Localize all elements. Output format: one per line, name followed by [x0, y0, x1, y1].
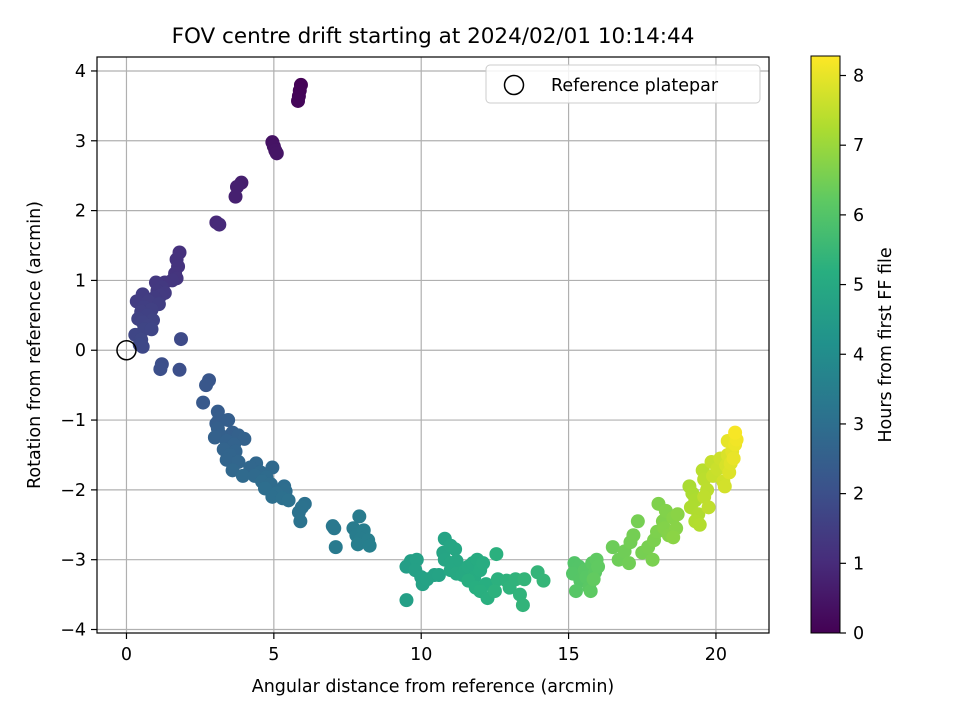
scatter-point: [517, 572, 532, 587]
scatter-point: [196, 395, 211, 410]
scatter-point: [174, 332, 188, 347]
scatter-point: [536, 573, 551, 588]
scatter-point: [399, 593, 414, 608]
scatter-point: [327, 521, 342, 536]
scatter-point: [409, 552, 424, 567]
scatter-point: [448, 542, 463, 557]
y-axis-label: Rotation from reference (arcmin): [25, 201, 45, 489]
scatter-point: [728, 425, 743, 440]
scatter-point: [207, 430, 222, 445]
legend-entry-reference: Reference platepar: [551, 76, 719, 96]
scatter-point: [269, 146, 284, 161]
scatter-point: [670, 507, 685, 522]
scatter-point: [622, 556, 636, 571]
legend-marker-icon: [503, 74, 525, 96]
colorbar-tick-label: 3: [853, 415, 864, 435]
scatter-point: [352, 509, 367, 524]
colorbar-tick-label: 8: [853, 67, 864, 87]
scatter-point: [645, 552, 660, 567]
data-points: [128, 77, 744, 613]
y-tick-label: −1: [60, 411, 86, 431]
x-axis: 0 5 10 15 20: [121, 633, 727, 665]
x-tick-label: 5: [268, 645, 279, 665]
colorbar-tick-label: 6: [853, 206, 864, 226]
scatter-point: [626, 528, 641, 543]
scatter-point: [291, 93, 306, 108]
y-tick-label: 1: [75, 271, 86, 291]
colorbar-tick-label: 2: [853, 485, 864, 505]
x-tick-label: 15: [557, 645, 579, 665]
scatter-point: [717, 479, 732, 494]
y-axis: −4 −3 −2 −1 0 1 2 3 4: [60, 62, 97, 641]
plot-frame: [96, 56, 770, 634]
colorbar-label: Hours from first FF file: [876, 247, 896, 442]
scatter-point: [630, 514, 645, 529]
scatter-point: [568, 584, 583, 599]
x-tick-label: 0: [121, 645, 132, 665]
colorbar-gradient: [810, 55, 841, 634]
scatter-point: [199, 378, 214, 393]
scatter-point: [265, 489, 280, 504]
scatter-point: [692, 517, 707, 532]
scatter-point: [697, 489, 712, 504]
y-tick-label: 4: [75, 62, 86, 82]
scatter-point: [515, 598, 530, 613]
scatter-point: [172, 362, 187, 377]
scatter-point: [237, 431, 252, 446]
y-tick-label: −3: [60, 551, 86, 571]
scatter-point: [583, 584, 598, 599]
scatter-point: [153, 362, 168, 377]
x-tick-label: 20: [705, 645, 727, 665]
colorbar-tick-label: 4: [853, 345, 864, 365]
scatter-point: [293, 514, 308, 529]
colorbar-ticks: 0 1 2 3 4 5 6 7 8: [840, 67, 864, 644]
scatter-point: [281, 493, 296, 508]
y-tick-label: 2: [75, 202, 86, 222]
colorbar-tick-label: 0: [853, 624, 864, 644]
scatter-point: [221, 413, 236, 428]
scatter-point: [487, 584, 502, 599]
y-tick-label: −4: [60, 621, 86, 641]
x-axis-label: Angular distance from reference (arcmin): [252, 677, 615, 697]
scatter-point: [476, 556, 491, 571]
colorbar-tick-label: 7: [853, 136, 864, 156]
legend-box: [485, 64, 761, 104]
scatter-point: [235, 468, 250, 483]
scatter-point: [219, 452, 234, 467]
scatter-point: [135, 339, 150, 354]
scatter-point: [228, 189, 243, 204]
y-tick-label: 0: [75, 341, 86, 361]
scatter-point: [586, 572, 601, 587]
colorbar-tick-label: 1: [853, 554, 864, 574]
scatter-point: [726, 451, 741, 466]
reference-marker: [116, 339, 137, 361]
colorbar: 0 1 2 3 4 5 6 7 8 Hours from first FF file: [810, 55, 896, 644]
colorbar-tick-label: 5: [853, 276, 864, 296]
scatter-point: [591, 559, 606, 574]
scatter-point: [225, 463, 240, 478]
x-tick-label: 10: [410, 645, 432, 665]
scatter-point: [431, 568, 446, 583]
scatter-point: [666, 530, 681, 545]
scatter-point: [328, 540, 343, 555]
scatter-point: [144, 322, 159, 337]
y-tick-label: −2: [60, 481, 86, 501]
scatter-point: [212, 217, 227, 232]
grid: [97, 57, 769, 633]
legend: Reference platepar: [485, 64, 761, 104]
scatter-point: [701, 500, 716, 515]
scatter-point: [362, 538, 377, 553]
chart-title: FOV centre drift starting at 2024/02/01 …: [172, 24, 695, 49]
y-tick-label: 3: [75, 132, 86, 152]
scatter-point: [605, 540, 620, 555]
scatter-point: [489, 547, 504, 562]
